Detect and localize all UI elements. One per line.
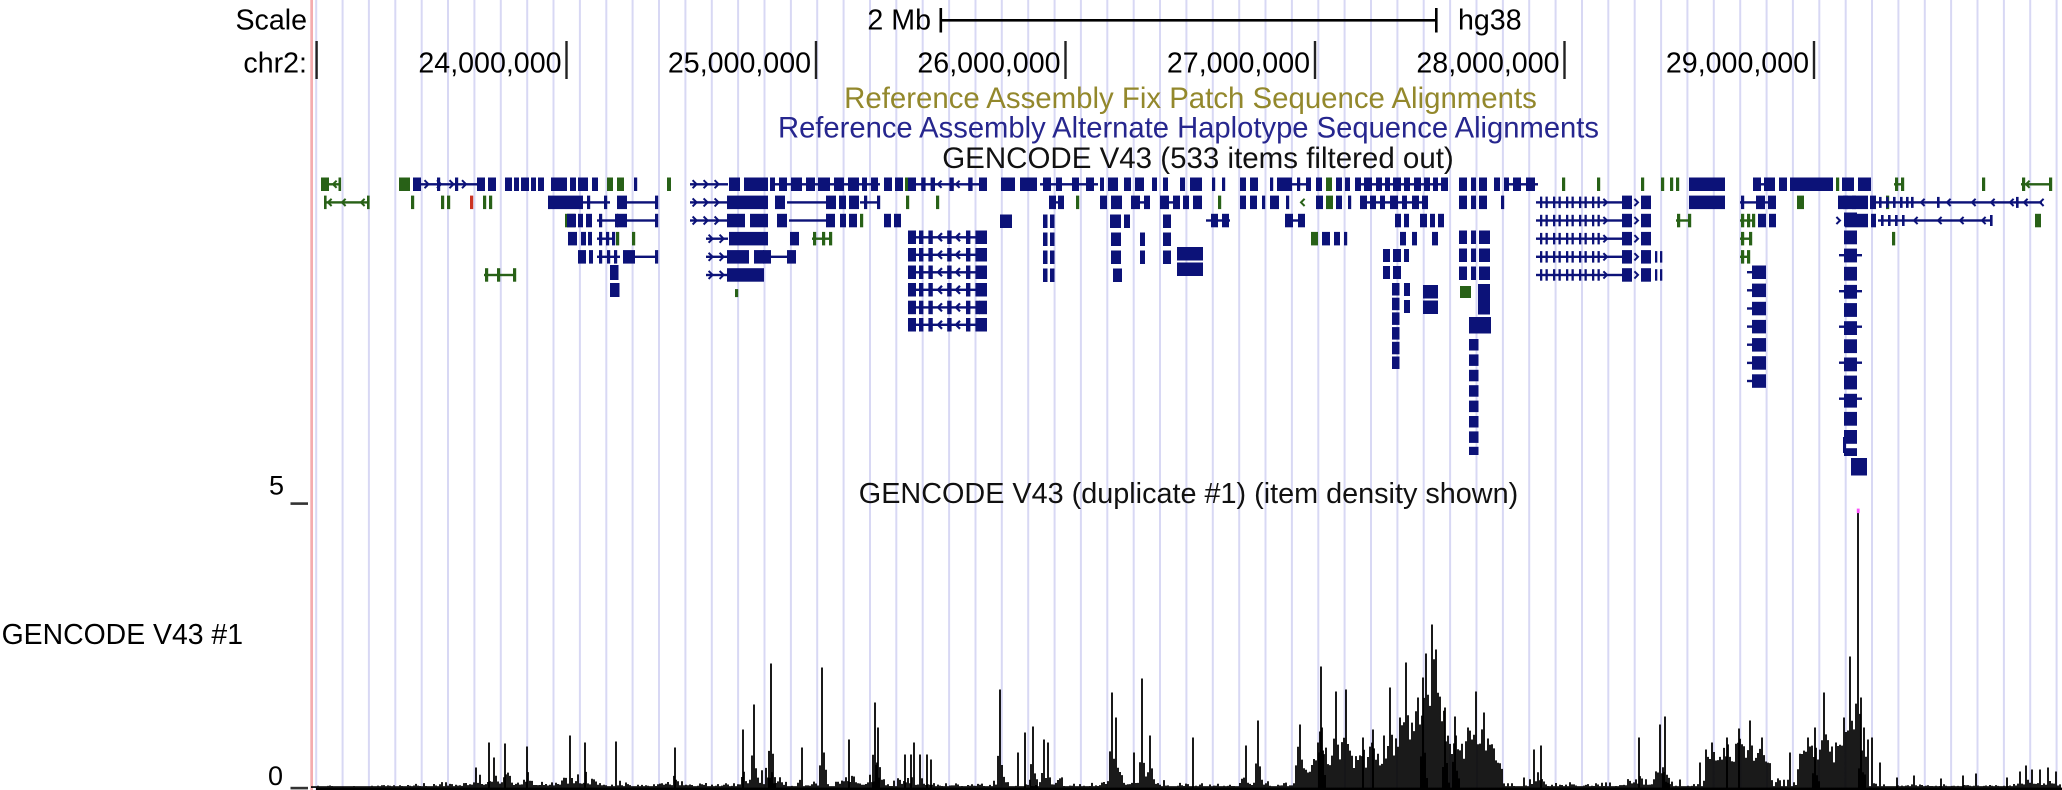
svg-text:Reference Assembly Fix Patch S: Reference Assembly Fix Patch Sequence Al… bbox=[844, 82, 1537, 115]
svg-text:Scale: Scale bbox=[235, 5, 307, 37]
svg-text:5: 5 bbox=[269, 471, 284, 501]
svg-text:GENCODE V43 #1: GENCODE V43 #1 bbox=[2, 619, 243, 651]
svg-text:29,000,000: 29,000,000 bbox=[1666, 48, 1809, 80]
svg-text:hg38: hg38 bbox=[1458, 5, 1522, 37]
svg-text:0: 0 bbox=[268, 761, 283, 790]
svg-text:27,000,000: 27,000,000 bbox=[1167, 48, 1310, 80]
svg-text:25,000,000: 25,000,000 bbox=[668, 48, 811, 80]
svg-text:26,000,000: 26,000,000 bbox=[917, 48, 1060, 80]
svg-text:Reference Assembly Alternate H: Reference Assembly Alternate Haplotype S… bbox=[778, 113, 1599, 145]
svg-text:GENCODE V43 (duplicate #1) (it: GENCODE V43 (duplicate #1) (item density… bbox=[859, 478, 1518, 510]
svg-text:GENCODE V43 (533 items filtere: GENCODE V43 (533 items filtered out) bbox=[942, 142, 1454, 175]
svg-text:24,000,000: 24,000,000 bbox=[418, 48, 561, 80]
svg-text:chr2:: chr2: bbox=[243, 48, 307, 80]
svg-text:2 Mb: 2 Mb bbox=[867, 5, 931, 37]
svg-text:28,000,000: 28,000,000 bbox=[1416, 48, 1559, 80]
